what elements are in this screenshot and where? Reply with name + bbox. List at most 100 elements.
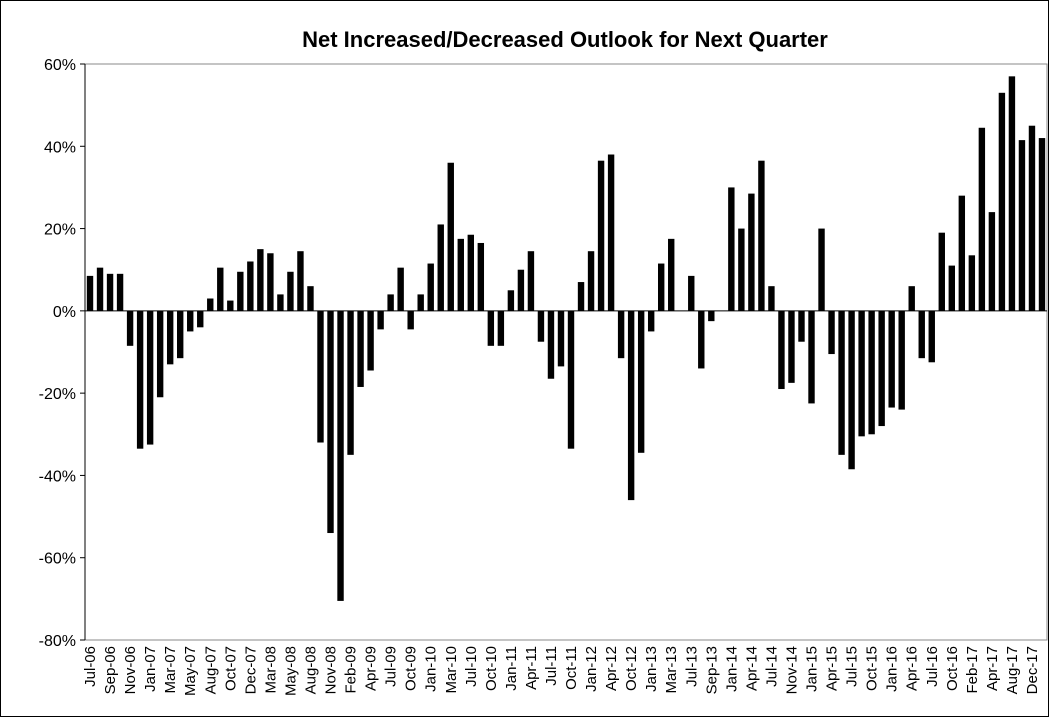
bar <box>828 310 835 355</box>
x-tick-label: Oct-15 <box>864 646 881 691</box>
bar <box>798 310 805 342</box>
x-tick-label: Jan-10 <box>423 646 440 692</box>
x-tick-label: Oct-09 <box>403 646 420 691</box>
bar <box>367 310 374 371</box>
bar <box>607 154 615 311</box>
bar <box>347 310 354 455</box>
x-tick-label: Apr-14 <box>743 646 760 691</box>
x-tick-label: Jan-11 <box>503 646 520 691</box>
chart-title: Net Increased/Decreased Outlook for Next… <box>302 27 828 52</box>
bar <box>657 263 665 311</box>
y-tick-label: 20% <box>44 222 76 239</box>
bar <box>517 269 525 311</box>
x-tick-label: Jul-09 <box>383 646 400 687</box>
bar <box>247 261 254 311</box>
bar <box>888 310 895 408</box>
bar <box>417 294 424 311</box>
bar <box>407 310 414 330</box>
bar <box>808 310 815 404</box>
x-tick-label: Feb-09 <box>343 646 360 694</box>
x-tick-label: May-08 <box>282 646 299 696</box>
x-tick-label: Jul-10 <box>463 646 480 687</box>
bar <box>307 286 314 311</box>
x-tick-label: Jul-15 <box>844 646 861 687</box>
bar <box>207 298 214 311</box>
bar <box>337 310 344 601</box>
bar <box>1028 125 1036 311</box>
x-tick-label: Jan-14 <box>723 646 740 692</box>
y-tick-label: -20% <box>39 386 76 403</box>
bar <box>567 310 575 449</box>
bar <box>788 310 795 383</box>
x-tick-label: Nov-08 <box>323 646 340 694</box>
y-tick-label: -80% <box>39 633 76 650</box>
bar <box>257 249 264 311</box>
x-tick-label: Dec-17 <box>1024 646 1041 694</box>
bar <box>297 251 304 311</box>
bar <box>126 310 134 346</box>
y-tick-label: -40% <box>39 468 76 485</box>
bar <box>698 310 705 369</box>
bar <box>818 228 825 311</box>
bar <box>467 234 475 311</box>
bar <box>978 127 986 311</box>
bar <box>507 290 515 311</box>
bar <box>868 310 875 435</box>
bar <box>287 271 294 311</box>
x-tick-label: Dec-07 <box>242 646 259 694</box>
bar <box>778 310 785 390</box>
bar <box>527 251 535 311</box>
bar <box>958 195 966 311</box>
bar <box>728 187 735 311</box>
bar <box>1018 140 1026 311</box>
bar <box>1008 76 1016 311</box>
bar <box>437 224 444 311</box>
x-tick-label: May-07 <box>182 646 199 696</box>
bar <box>908 286 915 311</box>
x-tick-label: Aug-08 <box>302 646 319 694</box>
bar <box>998 92 1006 311</box>
bar <box>237 271 244 311</box>
bar <box>758 160 765 311</box>
bar <box>768 286 775 311</box>
bar <box>948 265 956 311</box>
x-tick-label: Oct-07 <box>222 646 239 691</box>
x-tick-label: Mar-13 <box>663 646 680 694</box>
x-tick-label: Mar-07 <box>162 646 179 694</box>
x-tick-label: Aug-07 <box>202 646 219 694</box>
bar <box>267 253 274 311</box>
x-tick-label: Apr-11 <box>523 646 540 690</box>
x-tick-label: Jul-06 <box>82 646 99 687</box>
bar <box>357 310 364 387</box>
x-tick-label: Apr-15 <box>824 646 841 691</box>
x-tick-label: Aug-17 <box>1004 646 1021 694</box>
bar <box>96 267 104 311</box>
bar <box>487 310 495 346</box>
x-tick-label: Jul-14 <box>763 646 780 687</box>
bar <box>427 263 434 311</box>
bar <box>227 300 234 311</box>
y-tick-label: 60% <box>44 57 76 74</box>
bar <box>597 160 605 311</box>
bar <box>738 228 745 311</box>
bar <box>708 310 715 322</box>
y-tick-label: 0% <box>53 304 76 321</box>
x-tick-label: Jul-11 <box>543 646 560 686</box>
bar <box>688 275 695 311</box>
bar <box>968 255 976 311</box>
x-tick-label: Mar-08 <box>262 646 279 694</box>
bar <box>938 232 945 311</box>
x-tick-label: Mar-10 <box>443 646 460 694</box>
x-tick-label: Jan-15 <box>804 646 821 692</box>
bar <box>197 310 204 328</box>
bar <box>387 294 394 311</box>
x-tick-label: Nov-06 <box>122 646 139 694</box>
x-tick-label: Apr-16 <box>904 646 921 691</box>
bar <box>647 310 655 332</box>
bar <box>898 310 905 410</box>
bar <box>838 310 845 455</box>
y-tick-label: -60% <box>39 551 76 568</box>
bar <box>878 310 885 427</box>
x-tick-label: Oct-11 <box>563 646 580 690</box>
